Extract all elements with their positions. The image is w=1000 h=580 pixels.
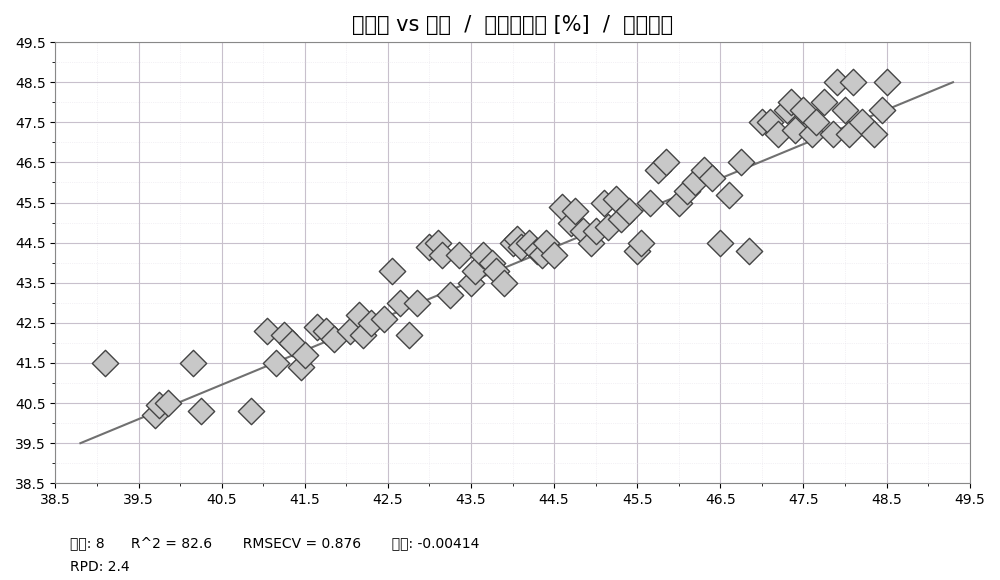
Point [633, 238, 649, 247]
Title: 预测值 vs 真值  /  纤维素含量 [%]  /  交叉检验: 预测值 vs 真值 / 纤维素含量 [%] / 交叉检验 [352, 15, 673, 35]
Point [326, 334, 342, 343]
Point [613, 214, 629, 223]
Point [376, 314, 392, 324]
Point [259, 326, 275, 335]
Point [650, 166, 666, 175]
Point [147, 411, 163, 420]
Point [401, 330, 417, 339]
Point [529, 246, 545, 255]
Point [679, 186, 695, 195]
Point [787, 126, 803, 135]
Point [467, 266, 483, 276]
Point [293, 362, 309, 372]
Point [351, 310, 367, 320]
Point [642, 198, 658, 207]
Point [741, 246, 757, 255]
Point [583, 238, 599, 247]
Point [629, 246, 645, 255]
Point [608, 194, 624, 203]
Point [185, 358, 201, 368]
Point [160, 398, 176, 408]
Point [770, 130, 786, 139]
Point [596, 198, 612, 207]
Point [284, 338, 300, 347]
Point [588, 226, 604, 235]
Point [874, 106, 890, 115]
Point [600, 222, 616, 231]
Point [575, 226, 591, 235]
Point [841, 130, 857, 139]
Point [488, 266, 504, 276]
Point [409, 298, 425, 307]
Point [434, 250, 450, 259]
Point [563, 218, 579, 227]
Point [355, 330, 371, 339]
Point [816, 97, 832, 107]
Point [733, 158, 749, 167]
Point [704, 174, 720, 183]
Point [845, 78, 861, 87]
Point [538, 238, 554, 247]
Text: RPD: 2.4: RPD: 2.4 [70, 560, 130, 574]
Point [866, 130, 882, 139]
Point [463, 278, 479, 287]
Point [534, 250, 550, 259]
Text: 维数: 8      R^2 = 82.6       RMSECV = 0.876       偏移: -0.00414: 维数: 8 R^2 = 82.6 RMSECV = 0.876 偏移: -0.0… [70, 536, 479, 550]
Point [795, 106, 811, 115]
Point [505, 238, 521, 247]
Point [696, 166, 712, 175]
Point [451, 250, 467, 259]
Point [342, 326, 358, 335]
Point [837, 106, 853, 115]
Point [268, 358, 284, 368]
Point [567, 206, 583, 215]
Point [658, 158, 674, 167]
Point [808, 118, 824, 127]
Point [243, 407, 259, 416]
Point [151, 400, 167, 409]
Point [804, 130, 820, 139]
Point [297, 350, 313, 360]
Point [671, 198, 687, 207]
Point [430, 238, 446, 247]
Point [421, 242, 437, 251]
Point [554, 202, 570, 211]
Point [97, 358, 113, 368]
Point [783, 97, 799, 107]
Point [309, 322, 325, 332]
Point [546, 250, 562, 259]
Point [484, 258, 500, 267]
Point [496, 278, 512, 287]
Point [363, 318, 379, 328]
Point [829, 78, 845, 87]
Point [854, 118, 870, 127]
Point [276, 330, 292, 339]
Point [779, 106, 795, 115]
Point [475, 250, 491, 259]
Point [754, 118, 770, 127]
Point [721, 190, 737, 199]
Point [392, 298, 408, 307]
Point [384, 266, 400, 276]
Point [825, 130, 841, 139]
Point [879, 78, 895, 87]
Point [442, 290, 458, 299]
Point [521, 238, 537, 247]
Point [621, 206, 637, 215]
Point [509, 234, 525, 243]
Point [193, 407, 209, 416]
Point [318, 326, 334, 335]
Point [687, 178, 703, 187]
Point [762, 118, 778, 127]
Point [712, 238, 728, 247]
Point [513, 242, 529, 251]
